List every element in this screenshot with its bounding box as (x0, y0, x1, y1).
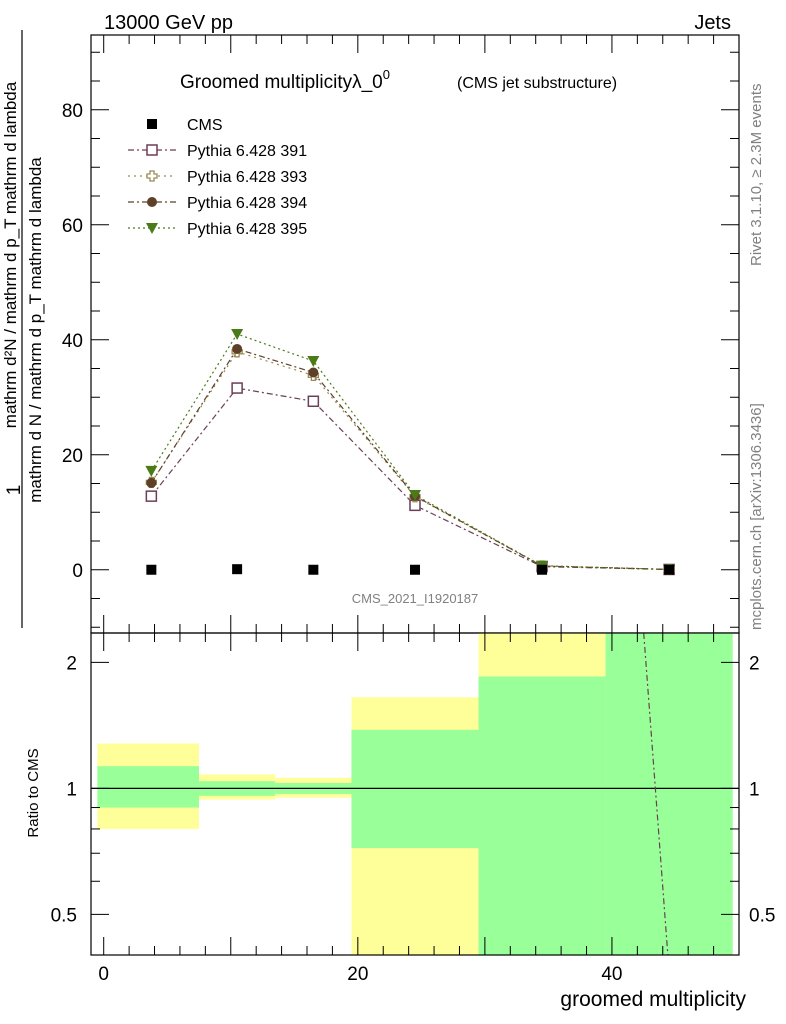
analysis-watermark: CMS_2021_I1920187 (352, 591, 479, 606)
y-tick-label: 40 (62, 331, 83, 352)
x-tick-label: 20 (347, 964, 368, 985)
ratio-ylabel: Ratio to CMS (25, 748, 42, 837)
ratio-frame (90, 632, 740, 956)
data-point (537, 564, 548, 575)
mcplots-label: mcplots.cern.ch [arXiv:1306.3436] (748, 403, 765, 630)
data-point (145, 465, 158, 477)
data-point (147, 197, 157, 207)
series-line (150, 348, 670, 570)
data-point (232, 564, 243, 575)
main-plot-area: 0 20 40 60 80 (62, 35, 740, 633)
legend: CMS Pythia 6.428 391 Pythia 6.428 393 Pythi… (128, 117, 307, 238)
ylabel-denominator: mathrm d N / mathrm d p_T mathrm d lambd… (26, 157, 45, 503)
ratio-y-tick-label-right: 2 (749, 653, 760, 674)
series-line (150, 333, 670, 570)
y-tick-label: 20 (62, 446, 83, 467)
legend-label: Pythia 6.428 395 (187, 221, 307, 238)
ratio-green-band (605, 633, 733, 955)
header-process: Jets (694, 12, 731, 34)
data-point (146, 477, 157, 488)
data-point (231, 329, 244, 340)
y-tick-label: 0 (72, 561, 83, 582)
main-panel: 0 20 40 60 80 Groomed multiplicityλ_00 (CMS … (62, 34, 740, 634)
ratio-panel: 0.5 0.51 12 20 20 40 Ratio to CMS groomed mul… (25, 632, 775, 1011)
header-energy: 13000 GeV pp (104, 12, 233, 34)
data-point (146, 144, 158, 156)
data-point (307, 395, 320, 408)
ratio-y-tick-label-right: 1 (749, 779, 760, 800)
data-point (146, 564, 157, 575)
legend-label: Pythia 6.428 394 (187, 195, 307, 212)
data-point (147, 119, 157, 129)
series-line (150, 387, 670, 571)
x-tick-label: 40 (601, 964, 622, 985)
data-point (146, 170, 158, 182)
data-point (308, 367, 319, 378)
data-point (307, 356, 320, 368)
rivet-label: Rivet 3.1.10, ≥ 2.3M events (748, 84, 765, 267)
ratio-y-tick-label-right: 0.5 (749, 905, 775, 926)
ylabel-right: mathrm d²N / mathrm d p_T mathrm d lambd… (1, 81, 20, 428)
chart-subtitle: (CMS jet substructure) (457, 75, 617, 92)
ratio-y-tick-label-left: 1 (66, 779, 77, 800)
xlabel: groomed multiplicity (560, 988, 746, 1011)
ratio-series-line (643, 632, 669, 956)
data-point (664, 564, 675, 575)
data-point (146, 223, 158, 234)
y-tick-label: 60 (62, 216, 83, 237)
ratio-axis: 0.5 0.51 12 20 20 40 (51, 633, 775, 985)
ratio-bands (91, 632, 739, 956)
series-line (150, 351, 670, 570)
data-point (231, 382, 243, 394)
data-point (232, 343, 243, 354)
data-point (308, 564, 319, 575)
ylabel-numerator: 1 (4, 485, 25, 496)
legend-label: Pythia 6.428 391 (187, 143, 307, 160)
ratio-y-tick-label-left: 0.5 (51, 905, 77, 926)
chart-title: Groomed multiplicityλ_00 (180, 67, 390, 93)
x-tick-label: 0 (98, 964, 109, 985)
legend-label: Pythia 6.428 393 (187, 169, 307, 186)
legend-label: CMS (187, 117, 223, 134)
data-point (409, 490, 421, 501)
ratio-y-tick-label-left: 2 (66, 653, 77, 674)
y-tick-label: 80 (62, 101, 83, 122)
data-point (145, 490, 158, 502)
ratio-green-band (478, 676, 606, 955)
main-series (145, 329, 676, 576)
ratio-green-band (97, 766, 199, 808)
data-point (410, 564, 420, 575)
